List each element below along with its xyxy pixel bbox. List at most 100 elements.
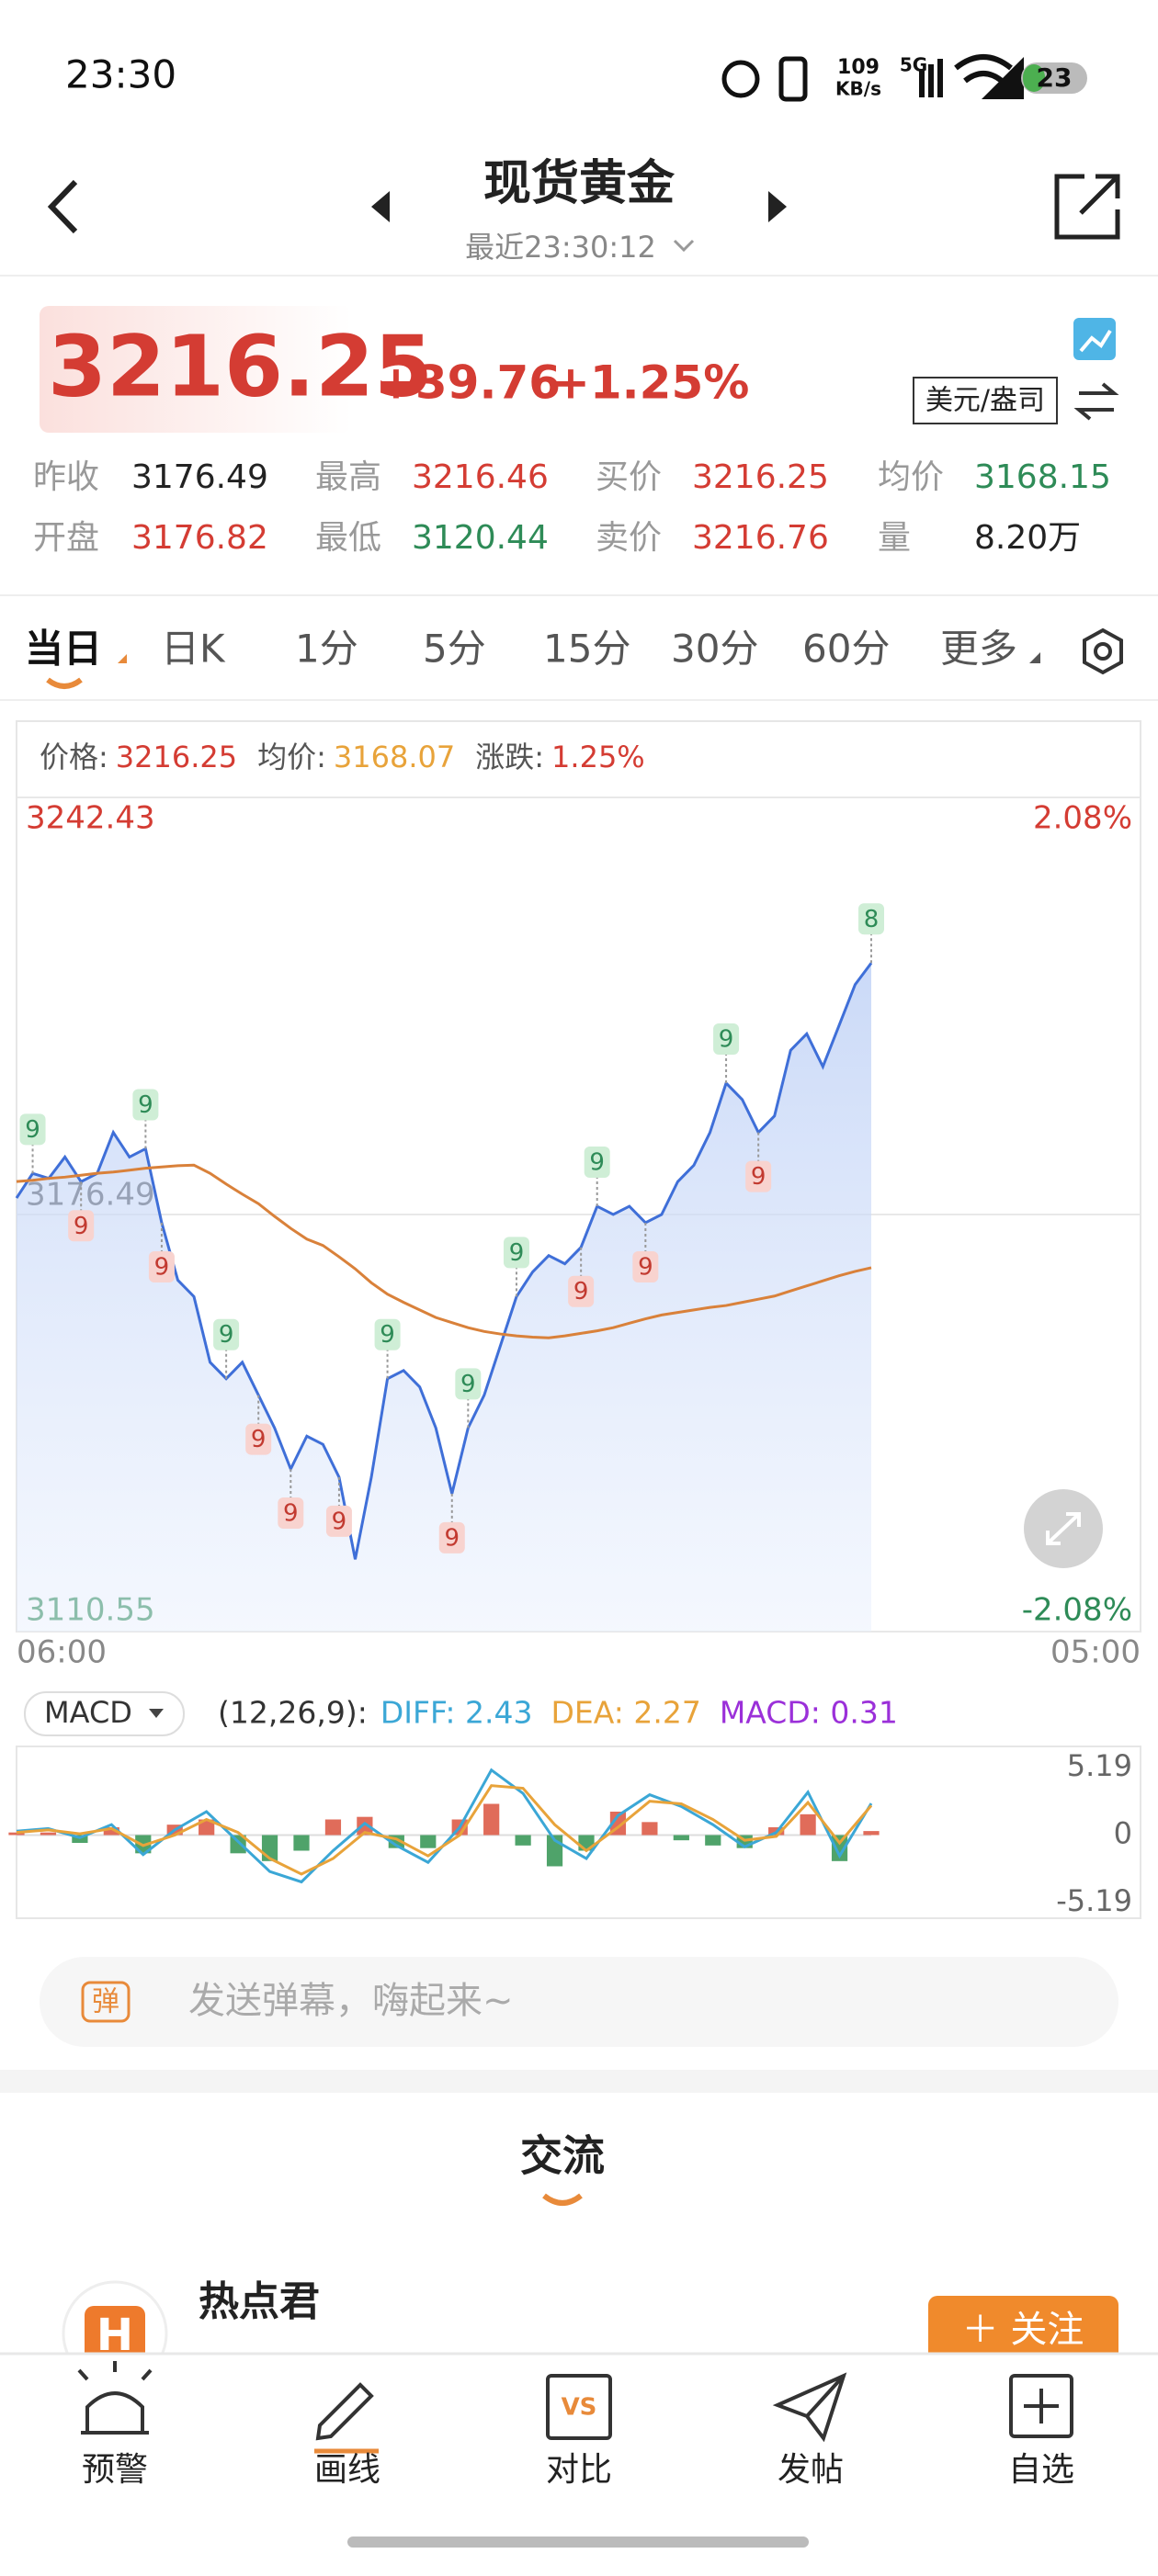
td-label: 9 xyxy=(509,1239,525,1267)
stat-label: 均价 xyxy=(878,458,944,496)
nav-label[interactable]: 发帖 xyxy=(778,2451,844,2489)
page-title: 现货黄金 xyxy=(483,156,676,211)
net-unit: KB/s xyxy=(835,78,881,100)
author-name: 热点君 xyxy=(199,2278,320,2325)
price-area xyxy=(17,963,871,1632)
follow-button[interactable] xyxy=(928,2296,1118,2362)
stat-value: 8.20万 xyxy=(974,519,1081,557)
danmaku-placeholder: 发送弹幕，嗨起来~ xyxy=(188,1980,514,2022)
danmaku-icon: 弹 xyxy=(92,1986,119,2018)
settings-button[interactable] xyxy=(1083,627,1123,675)
td-badge xyxy=(503,1237,529,1269)
td-badge xyxy=(325,1505,352,1537)
readout-value: 1.25% xyxy=(551,740,645,774)
macd-tick-label: -5.19 xyxy=(1056,1883,1132,1918)
td-label: 9 xyxy=(638,1253,653,1281)
tab-indicator xyxy=(46,677,83,689)
back-button[interactable] xyxy=(47,179,78,234)
price-chart: 价格:3216.25均价:3168.07涨跌:1.25%3242.433176.… xyxy=(15,740,1141,1671)
x-tick-label: 06:00 xyxy=(17,1634,107,1671)
tab[interactable]: 60分 xyxy=(802,627,890,672)
td-label: 9 xyxy=(332,1508,347,1535)
macd-bar xyxy=(103,1827,119,1836)
macd-bar xyxy=(673,1835,689,1841)
macd-bar xyxy=(420,1835,437,1848)
diff-line xyxy=(16,1768,873,1884)
macd-readout: MACD: 0.31 xyxy=(720,1695,898,1731)
nav-label[interactable]: 对比 xyxy=(546,2451,612,2489)
td-badge xyxy=(278,1497,304,1530)
tab[interactable]: 15分 xyxy=(543,627,630,672)
stats-grid: 昨收 3176.49 最高 3216.46 买价 3216.25 均价 3168.15 开盘 31… xyxy=(33,458,1111,557)
unit-box[interactable] xyxy=(913,377,1058,424)
tab[interactable]: 日K xyxy=(161,627,226,672)
stat-value: 3176.49 xyxy=(131,458,268,496)
selector-arrow xyxy=(149,1709,164,1718)
fullscreen-button[interactable] xyxy=(1024,1489,1103,1568)
avatar-logo xyxy=(85,2306,145,2367)
nav-label[interactable]: 画线 xyxy=(314,2451,380,2489)
td-label: 9 xyxy=(460,1371,476,1398)
share-button[interactable] xyxy=(1054,174,1120,240)
readout-label: 均价: xyxy=(257,740,326,774)
price-change-pct: +1.25% xyxy=(551,356,749,410)
tab-dropdown xyxy=(118,654,127,663)
td-label: 9 xyxy=(589,1149,605,1177)
price-unit: 美元/盎司 xyxy=(925,385,1045,417)
next-button[interactable] xyxy=(768,191,787,222)
macd-tick-label: 0 xyxy=(1114,1816,1132,1851)
nav-icons xyxy=(77,2361,1073,2454)
update-time: 最近23:30:12 xyxy=(465,230,656,265)
prev-button[interactable] xyxy=(371,191,390,222)
price-line xyxy=(15,962,873,1560)
status-time: 23:30 xyxy=(65,52,176,97)
section-underline xyxy=(542,2193,583,2206)
td-label: 9 xyxy=(719,1025,734,1053)
macd-bar xyxy=(831,1835,848,1861)
td-badge xyxy=(568,1275,595,1307)
tab-active[interactable]: 当日 xyxy=(25,627,102,672)
td-badge xyxy=(148,1250,175,1282)
nav-label[interactable]: 预警 xyxy=(82,2451,148,2489)
td-badge xyxy=(745,1160,772,1192)
indicator-selector[interactable] xyxy=(24,1691,185,1736)
tab[interactable]: 更多 xyxy=(940,627,1017,672)
tab[interactable]: 5分 xyxy=(423,627,486,672)
macd-params: (12,26,9): xyxy=(218,1695,368,1731)
stat-value: 3120.44 xyxy=(412,519,549,557)
stat-label: 最低 xyxy=(315,519,381,557)
td-badge xyxy=(858,903,884,935)
home-indicator xyxy=(347,2536,809,2548)
nav-label[interactable]: 自选 xyxy=(1008,2451,1074,2489)
bottom-nav xyxy=(0,2354,1158,2572)
tab[interactable]: 1分 xyxy=(295,627,358,672)
stat-label: 开盘 xyxy=(33,519,99,557)
td-label: 9 xyxy=(751,1163,766,1191)
td-label: 9 xyxy=(74,1213,89,1240)
swap-icon[interactable] xyxy=(1073,382,1119,421)
td-badge xyxy=(19,1113,46,1146)
td-badge xyxy=(68,1210,95,1242)
battery-level: 23 xyxy=(1037,62,1073,93)
tab[interactable]: 30分 xyxy=(671,627,758,672)
stat-value: 3216.46 xyxy=(412,458,549,496)
td-badge xyxy=(213,1318,240,1350)
td-badge xyxy=(455,1368,482,1400)
follow-label: ＋ 关注 xyxy=(962,2309,1084,2351)
stat-value: 3176.82 xyxy=(131,519,268,557)
macd-bar xyxy=(641,1822,658,1836)
td-badge xyxy=(245,1423,272,1455)
stat-label: 卖价 xyxy=(596,519,662,557)
readout-value: 3168.07 xyxy=(334,740,455,774)
macd-bar xyxy=(8,1832,25,1836)
macd-bar xyxy=(357,1816,373,1836)
macd-bar xyxy=(40,1832,57,1836)
y2-tick-label: 2.08% xyxy=(1033,800,1132,837)
danmaku-input[interactable] xyxy=(40,1957,1118,2047)
td-badge xyxy=(374,1318,401,1350)
macd-bar xyxy=(324,1819,342,1836)
td-badge xyxy=(132,1089,159,1121)
dea-line xyxy=(16,1784,873,1876)
indicator-name: MACD xyxy=(44,1695,132,1730)
last-price: 3216.25 xyxy=(48,317,433,415)
